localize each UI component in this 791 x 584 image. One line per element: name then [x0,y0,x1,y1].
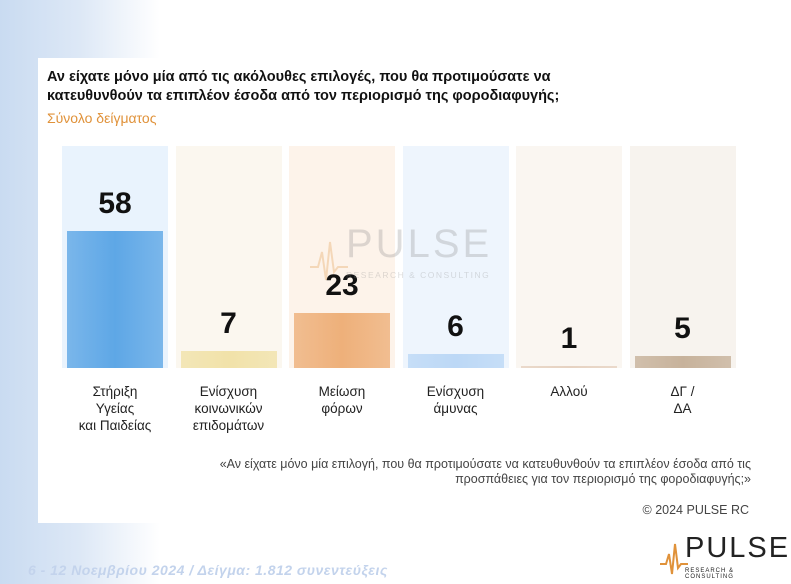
chart-subtitle: Σύνολο δείγματος [47,110,157,126]
data-label: 6 [447,309,464,343]
bar [521,365,617,368]
bar [407,353,504,368]
bar [67,230,163,368]
chart-title: Αν είχατε μόνο μία από τις ακόλουθες επι… [47,69,560,104]
bar [180,351,277,368]
column-background [402,146,509,368]
survey-footer: 6 - 12 Νοεμβρίου 2024 / Δείγμα: 1.812 συ… [28,562,388,578]
column-background [629,146,736,368]
watermark-name: PULSE [346,222,493,266]
category-label: Ενίσχυση άμυνας [426,384,485,416]
column-background [516,146,622,368]
column-background [175,146,282,368]
data-label: 58 [98,186,132,220]
pulse-logo-icon [660,543,688,575]
data-label: 23 [325,269,359,303]
question-quote: «Αν είχατε μόνο μία επιλογή, που θα προτ… [219,457,751,486]
data-label: 7 [220,307,237,341]
category-label: ΔΓ / ΔΑ [670,384,695,416]
pulse-logo: PULSE RESEARCH & CONSULTING [660,532,788,580]
pulse-wave-icon [310,241,348,281]
category-label: Μείωση φόρων [318,384,366,416]
copyright-text: © 2024 PULSE RC [642,503,749,517]
bar [294,313,390,368]
watermark-tagline: RESEARCH & CONSULTING [346,270,491,280]
category-label: Στήριξη Υγείας και Παιδείας [78,384,152,433]
bar [634,356,731,368]
logo-name: PULSE [685,532,791,564]
category-label: Ενίσχυση κοινωνικών επιδομάτων [192,384,265,433]
category-label: Αλλού [550,384,588,399]
data-label: 5 [674,312,691,346]
logo-tagline: RESEARCH & CONSULTING [685,568,735,580]
pulse-watermark: PULSE RESEARCH & CONSULTING [310,222,500,292]
data-label: 1 [560,321,578,355]
